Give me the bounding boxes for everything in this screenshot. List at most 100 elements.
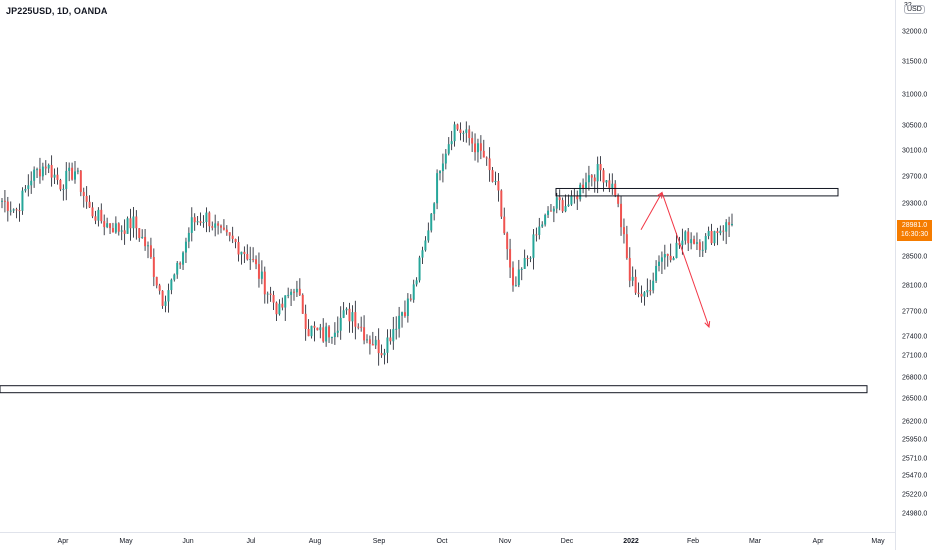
candle-body: [719, 230, 722, 234]
time-tick-label: Nov: [498, 538, 512, 545]
candle-body: [363, 327, 366, 341]
candle-body: [695, 242, 698, 244]
candle-body: [713, 231, 716, 244]
candle-body: [479, 143, 482, 151]
candle-body: [225, 229, 228, 233]
chart-canvas[interactable]: [0, 0, 895, 532]
candle-body: [725, 222, 728, 232]
candle-body: [374, 339, 377, 346]
candle-body: [406, 298, 409, 316]
candle-body: [59, 179, 62, 190]
resistance-zone[interactable]: [555, 187, 839, 197]
candle-body: [319, 327, 322, 331]
time-tick-label: Oct: [436, 538, 448, 545]
candle-body: [646, 290, 649, 293]
price-tick-label: 25950.0: [902, 436, 928, 444]
candle-body: [257, 264, 260, 279]
time-tick-label: Apr: [57, 538, 69, 545]
candle-body: [459, 129, 462, 133]
candle-body: [249, 259, 252, 261]
candle-body: [68, 167, 71, 171]
candle-body: [266, 293, 269, 295]
candle-body: [468, 129, 471, 139]
candle-body: [18, 210, 21, 212]
candle-body: [602, 170, 605, 183]
candle-body: [360, 326, 363, 328]
candle-body: [21, 190, 24, 211]
price-tick-label: 29700.0: [902, 173, 928, 181]
candle-body: [91, 207, 94, 217]
time-axis[interactable]: Apr May Jun Jul Aug Sep Oct Nov Dec 2022 Feb Mar Apr…: [0, 532, 895, 551]
candle-body: [147, 245, 149, 247]
candle-body: [141, 236, 144, 239]
candle-body: [722, 230, 725, 232]
candle-body: [366, 339, 368, 341]
price-axis[interactable]: 32 USD 32000.031500.031000.030500.030100…: [895, 0, 932, 550]
candle-body: [117, 223, 120, 232]
candle-body: [462, 132, 465, 134]
candle-body: [149, 245, 152, 258]
price-tick-label: 26200.0: [902, 418, 928, 426]
candle-body: [155, 276, 158, 286]
candle-body: [243, 251, 246, 254]
candle-body: [354, 312, 357, 327]
candle-body: [637, 292, 640, 294]
candle-body: [552, 208, 555, 212]
candle-body: [50, 164, 53, 178]
candle-body: [386, 337, 389, 353]
candle-body: [336, 330, 339, 333]
candle-body: [325, 326, 328, 342]
candle-body: [36, 169, 39, 171]
candle-body: [503, 216, 506, 234]
candle-body: [231, 235, 234, 240]
candle-body: [53, 174, 56, 178]
candle-body: [228, 232, 231, 236]
candle-body: [56, 174, 59, 180]
projection-arrowhead: [704, 320, 711, 329]
candle-body: [252, 259, 255, 261]
candle-body: [441, 163, 444, 172]
candle-body: [549, 210, 552, 212]
candle-body: [409, 298, 412, 300]
candle-body: [27, 185, 30, 189]
price-tick-label: 25710.0: [902, 455, 928, 463]
price-tick-label: 26800.0: [902, 374, 928, 382]
time-tick-label: Apr: [812, 538, 824, 545]
candle-body: [474, 143, 477, 153]
candle-body: [497, 180, 500, 191]
candle-body: [44, 166, 47, 169]
candle-body: [144, 236, 147, 247]
candle-body: [100, 209, 103, 222]
chart-area[interactable]: JP225USD, 1D, OANDA: [0, 0, 895, 532]
candle-body: [631, 276, 634, 281]
candle-body: [415, 280, 418, 285]
price-tick-label: 28500.0: [902, 253, 928, 261]
price-tick-label: 32000.0: [902, 28, 928, 36]
candle-body: [132, 216, 135, 229]
candle-body: [281, 303, 284, 308]
support-zone[interactable]: [0, 385, 868, 394]
currency-badge[interactable]: USD: [904, 5, 925, 14]
candle-body: [1, 200, 3, 202]
candle-body: [547, 210, 550, 215]
price-tick-label: 26500.0: [902, 395, 928, 403]
candle-body: [260, 271, 263, 279]
candle-body: [182, 252, 185, 265]
candle-body: [114, 223, 117, 233]
candle-body: [675, 242, 678, 259]
projection-segment[interactable]: [661, 192, 710, 328]
candle-body: [476, 143, 479, 153]
candle-body: [701, 249, 704, 251]
time-tick-label: Dec: [560, 538, 574, 545]
price-tick-label: 30500.0: [902, 122, 928, 130]
candle-body: [523, 258, 526, 269]
candle-body: [211, 226, 214, 228]
candle-body: [368, 339, 371, 344]
candle-body: [436, 173, 439, 204]
candle-body: [123, 230, 126, 234]
candle-body: [614, 183, 617, 196]
candle-body: [389, 337, 392, 342]
candle-body: [509, 249, 512, 268]
projection-segment[interactable]: [640, 192, 663, 230]
candle-body: [652, 280, 655, 291]
